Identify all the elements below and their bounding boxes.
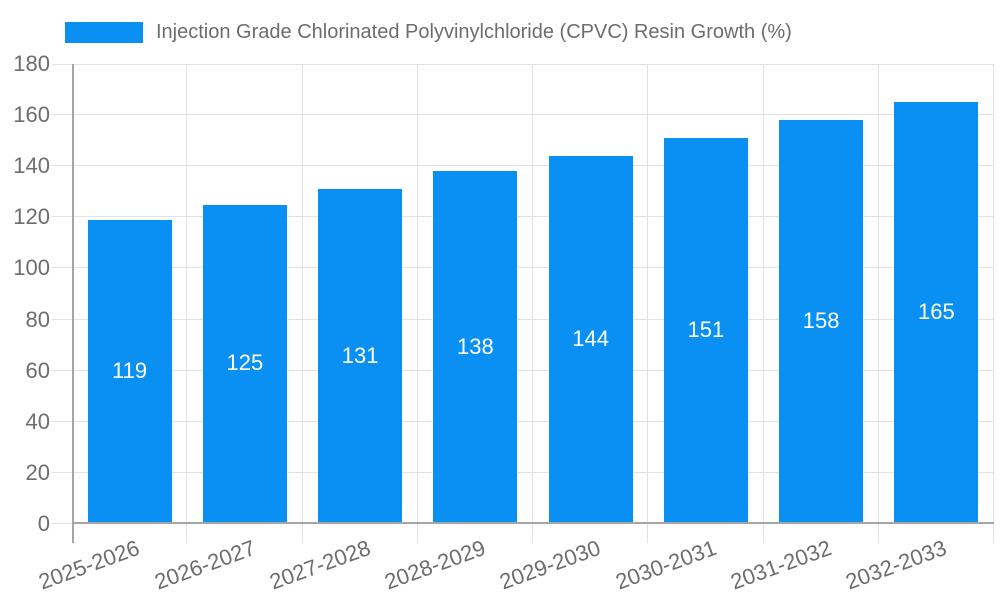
bar[interactable]: 138 (433, 171, 518, 522)
y-gridline (52, 216, 994, 218)
x-axis-line (72, 522, 994, 524)
y-tick-label: 20 (25, 459, 50, 485)
y-gridline (52, 369, 994, 371)
bar-value-label: 138 (457, 333, 494, 359)
y-axis-line (72, 64, 74, 543)
bar-value-label: 125 (226, 350, 264, 376)
bar-value-label: 144 (572, 326, 609, 351)
y-gridline (52, 420, 994, 422)
y-tick-label: 60 (25, 357, 50, 383)
x-gridline (532, 64, 533, 543)
bar[interactable]: 158 (779, 120, 864, 522)
y-gridline (52, 267, 994, 269)
x-gridline (993, 64, 994, 543)
legend-label: Injection Grade Chlorinated Polyvinylchl… (156, 21, 792, 43)
x-tick-label: 2027-2028 (266, 535, 374, 595)
bar[interactable]: 131 (318, 189, 403, 522)
x-gridline (302, 64, 303, 543)
x-gridline (878, 64, 879, 543)
bar[interactable]: 165 (894, 102, 979, 522)
bar-value-label: 158 (802, 308, 840, 334)
bar-value-label: 165 (918, 299, 955, 325)
x-gridline (647, 64, 648, 543)
x-gridline (417, 64, 418, 543)
y-tick-label: 160 (13, 102, 50, 128)
y-gridline (52, 165, 994, 167)
y-tick-label: 180 (13, 51, 50, 76)
x-tick-label: 2030-2031 (612, 535, 720, 595)
y-tick-label: 0 (37, 511, 50, 536)
legend-swatch (65, 22, 143, 43)
y-tick-label: 120 (13, 204, 50, 230)
bar-value-label: 119 (112, 357, 148, 383)
bar-value-label: 151 (687, 317, 725, 343)
bar[interactable]: 151 (663, 138, 748, 522)
y-tick-label: 140 (13, 153, 50, 179)
y-gridline (52, 114, 994, 116)
legend-item[interactable]: Injection Grade Chlorinated Polyvinylchl… (65, 21, 792, 43)
bar-value-label: 131 (341, 342, 379, 368)
bar[interactable]: 125 (202, 204, 287, 522)
x-gridline (763, 64, 764, 543)
x-tick-label: 2028-2029 (381, 535, 489, 595)
bar[interactable]: 144 (548, 156, 633, 522)
y-gridline (52, 64, 994, 65)
y-gridline (52, 318, 994, 320)
y-tick-label: 80 (25, 306, 50, 332)
x-tick-label: 2032-2033 (842, 535, 950, 595)
bar[interactable]: 119 (87, 219, 172, 522)
x-gridline (186, 64, 187, 543)
x-tick-label: 2031-2032 (727, 535, 835, 595)
x-tick-label: 2025-2026 (35, 535, 144, 595)
x-tick-label: 2026-2027 (151, 535, 259, 595)
plot-area: 119 125 131 138 144 151 158 165 (52, 64, 994, 543)
y-tick-label: 40 (25, 408, 50, 434)
y-gridline (52, 471, 994, 473)
y-tick-label: 100 (13, 255, 50, 281)
x-tick-label: 2029-2030 (496, 535, 605, 595)
